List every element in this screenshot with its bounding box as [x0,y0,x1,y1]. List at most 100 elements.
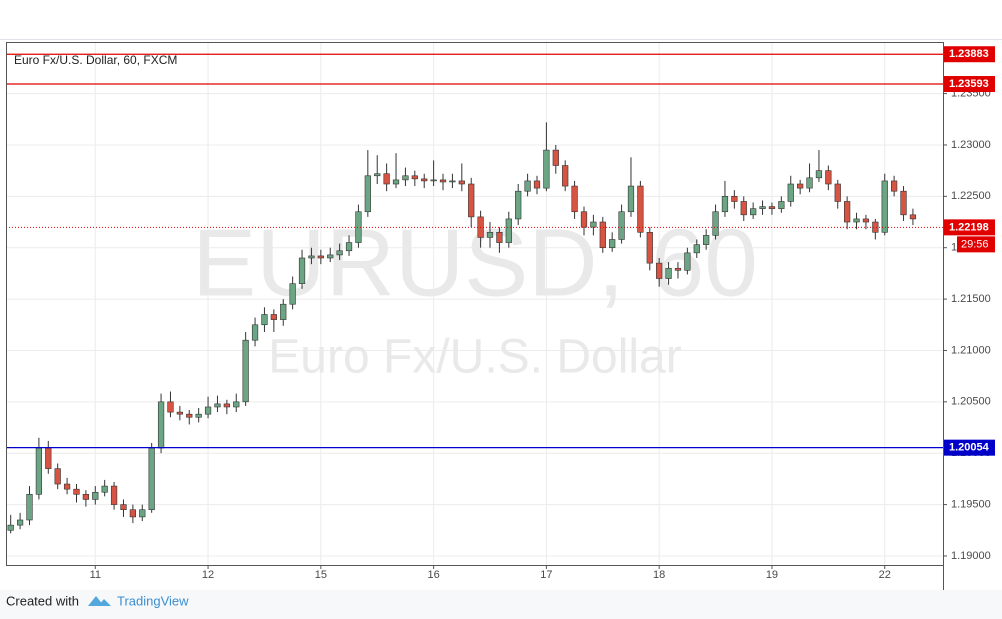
candle-body [223,403,230,408]
level-label-bg [944,76,995,93]
y-tick-label: 1.22500 [951,190,991,202]
candle-body [853,218,860,223]
candle-body [345,242,353,252]
footer-prefix: Created with [6,593,79,608]
x-tick-label: 22 [879,569,891,581]
candle-body [646,231,653,264]
candle-body [618,211,625,240]
candle-body [806,177,813,189]
candle-body [374,173,381,177]
candle-body [411,175,418,180]
candle-body [787,183,794,202]
candle-body [872,221,879,233]
candle-body [16,519,24,526]
candle-body [317,255,324,259]
y-tick-label: 1.21500 [951,293,991,305]
y-tick-label: 1.20500 [951,396,991,408]
candle-body [167,401,174,413]
candle-body [750,208,757,216]
top-bar [0,0,1002,40]
marks [6,53,943,534]
plot-area [6,42,943,565]
candle-body [35,447,43,495]
candle-body [562,165,569,187]
candle-body [92,491,99,500]
candle-body [157,401,165,449]
y-tick-label: 1.19000 [951,550,991,562]
y-tick-label: 1.19500 [951,498,991,510]
candle-body [900,190,907,216]
candle-body [101,485,108,493]
candle-body [815,170,823,179]
candle-body [674,267,682,271]
x-tick-label: 18 [653,569,665,581]
candle-body [524,180,531,192]
candle-body [45,447,52,469]
candle-body [139,509,146,518]
candle-body [26,494,33,521]
candle-body [298,257,306,284]
brand-logo [88,596,111,606]
candle-body [731,196,738,202]
candle-body [308,255,315,259]
watermark: EURUSD, 60 [192,209,758,316]
candle-body [458,180,465,185]
candle-body [543,149,550,189]
candle-body [73,488,80,495]
candle-body [289,283,296,305]
candle-body [251,324,259,341]
candle-body [797,183,804,189]
candle-body [402,175,409,181]
level-label: 1.20054 [949,442,990,454]
candle-body [609,239,616,249]
grid [6,42,943,565]
candle-body [637,185,644,233]
countdown-bg [957,236,995,253]
candle-body [684,252,691,271]
watermark-subtitle: Euro Fx/U.S. Dollar [268,331,681,384]
candle-body [195,413,202,418]
candle-body [421,178,428,182]
candle-body [439,179,447,183]
candle-body [740,201,747,216]
level-label: 1.23883 [949,48,989,60]
footer [0,590,1002,619]
candle-body [449,180,456,183]
y-tick-label: 1.23000 [951,139,991,151]
candle-body [280,303,287,320]
x-tick-label: 12 [202,569,214,581]
candle-body [486,231,494,238]
candle-body [627,185,635,213]
level-label-bg [944,439,995,456]
x-tick-label: 11 [90,569,101,581]
x-tick-label: 19 [766,569,778,581]
candle-body [891,180,898,192]
candle-body [862,218,870,223]
candle-body [336,250,343,256]
candle-body [214,403,221,408]
candle-body [712,211,719,236]
candle-body [656,262,663,279]
y-tick-label: 1.21000 [951,344,991,356]
candle-body [7,524,14,531]
candle-body [693,244,700,254]
level-label-bg [944,46,995,63]
countdown-label: 29:56 [961,238,989,250]
candle-body [120,504,127,511]
candle-body [270,314,277,320]
candle-body [129,509,136,518]
candle-body [778,201,785,209]
candle-body [176,411,183,415]
candle-body [844,201,851,223]
candle-body [468,183,475,218]
candle-body [355,211,362,243]
footer-brand[interactable]: TradingView [117,593,189,608]
candle-body [590,221,597,228]
candle-body [515,190,522,220]
candle-body [54,468,61,485]
candle-body [533,180,541,189]
last-price-label: 1.22198 [949,221,989,233]
candle-body [364,175,371,213]
level-label: 1.23593 [949,78,989,90]
